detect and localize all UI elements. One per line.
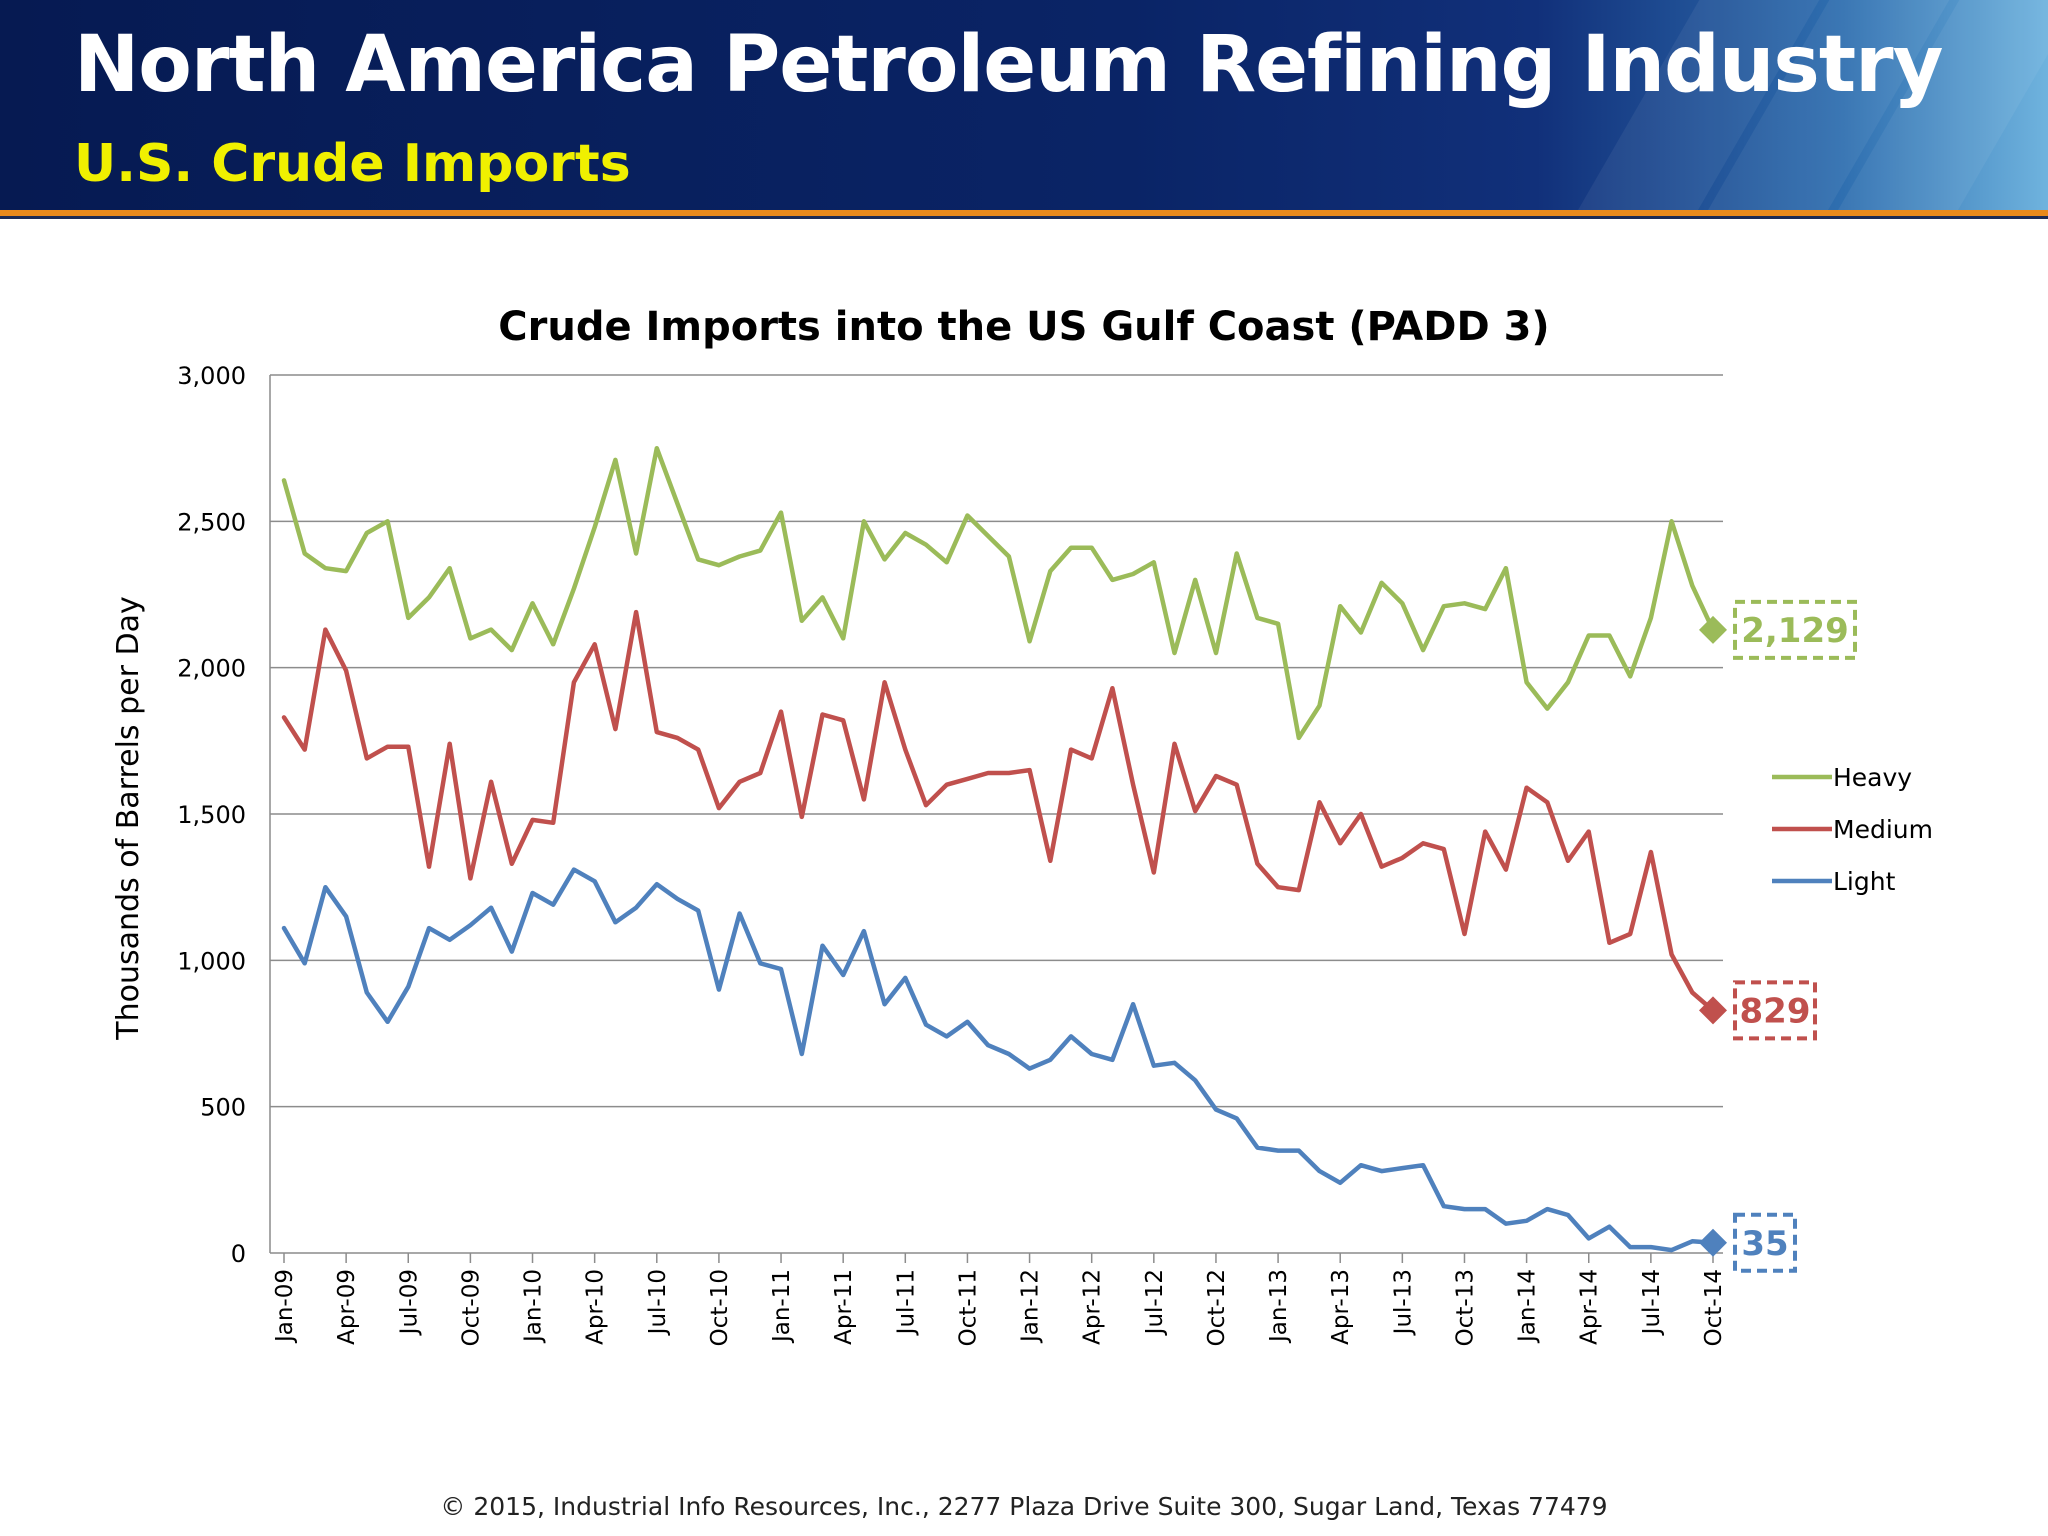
x-tick-label: Apr-13 — [1328, 1269, 1354, 1345]
y-tick-label: 2,500 — [177, 508, 246, 536]
series-lines: 2,129 829 35 — [281, 445, 1857, 1273]
x-tick-label: Jan-11 — [769, 1269, 795, 1344]
copyright-footer: © 2015, Industrial Info Resources, Inc.,… — [440, 1492, 1608, 1521]
x-tick-label: Jul-14 — [1639, 1269, 1665, 1336]
x-tick-label: Jul-11 — [893, 1269, 919, 1336]
y-tick-label: 1,000 — [177, 947, 246, 975]
x-tick-label: Oct-12 — [1204, 1269, 1230, 1346]
chart-title: Crude Imports into the US Gulf Coast (PA… — [498, 304, 1549, 350]
end-marker-heavy — [1699, 615, 1727, 644]
y-tick-label: 500 — [200, 1094, 246, 1122]
end-label-light: 35 — [1741, 1224, 1788, 1264]
x-tick-label: Oct-13 — [1452, 1269, 1478, 1346]
x-tick-label: Apr-14 — [1577, 1269, 1603, 1345]
x-tick-label: Apr-09 — [334, 1269, 360, 1345]
title-banner: North America Petroleum Refining Industr… — [0, 0, 2048, 210]
legend-label-light: Light — [1833, 867, 1896, 896]
x-tick-label: Jul-10 — [645, 1269, 671, 1336]
x-tick-label: Apr-10 — [583, 1269, 609, 1345]
y-tick-label: 1,500 — [177, 801, 246, 829]
x-tick-label: Apr-11 — [831, 1269, 857, 1345]
header-divider — [0, 216, 2048, 219]
x-tick-label: Oct-09 — [458, 1269, 484, 1346]
y-axis-label: Thousands of Barrels per Day — [111, 596, 146, 1040]
x-tick-label: Oct-11 — [955, 1269, 981, 1346]
legend-label-heavy: Heavy — [1833, 763, 1912, 792]
x-tick-label: Jan-10 — [521, 1269, 547, 1344]
slide-subtitle: U.S. Crude Imports — [74, 134, 631, 194]
x-tick-label: Jan-13 — [1266, 1269, 1292, 1344]
x-tick-label: Jan-14 — [1515, 1269, 1541, 1344]
axes: 0 500 1,000 1,500 2,000 2,500 3,000 Jan-09 Apr-0… — [177, 362, 1727, 1346]
x-tick-label: Jul-09 — [396, 1269, 422, 1336]
end-marker-light — [1699, 1228, 1727, 1257]
line-chart: Crude Imports into the US Gulf Coast (PA… — [111, 304, 1933, 1346]
series-line-light — [281, 867, 1716, 1253]
x-tick-label: Oct-10 — [707, 1269, 733, 1346]
slide-title: North America Petroleum Refining Industr… — [74, 20, 1943, 110]
legend: Heavy Medium Light — [1772, 763, 1933, 896]
y-tick-label: 0 — [231, 1240, 246, 1268]
x-tick-label: Apr-12 — [1080, 1269, 1106, 1345]
end-label-medium: 829 — [1740, 991, 1811, 1031]
series-line-heavy — [281, 445, 1716, 741]
x-tick-label: Jul-12 — [1142, 1269, 1168, 1336]
end-label-box-medium — [1733, 980, 1817, 1041]
series-line-medium — [281, 609, 1716, 1013]
x-tick-label: Jul-13 — [1390, 1269, 1416, 1336]
end-label-box-heavy — [1733, 599, 1857, 660]
end-label-heavy: 2,129 — [1741, 611, 1849, 651]
end-marker-medium — [1699, 996, 1727, 1025]
legend-label-medium: Medium — [1833, 815, 1933, 844]
x-tick-label: Oct-14 — [1701, 1269, 1727, 1346]
y-tick-label: 3,000 — [177, 362, 246, 390]
x-tick-label: Jan-12 — [1018, 1269, 1044, 1344]
y-tick-label: 2,000 — [177, 655, 246, 683]
x-tick-label: Jan-09 — [272, 1269, 298, 1344]
header-accent-rule — [0, 210, 2048, 216]
end-label-box-light — [1733, 1212, 1797, 1273]
gridlines — [270, 374, 1723, 1108]
